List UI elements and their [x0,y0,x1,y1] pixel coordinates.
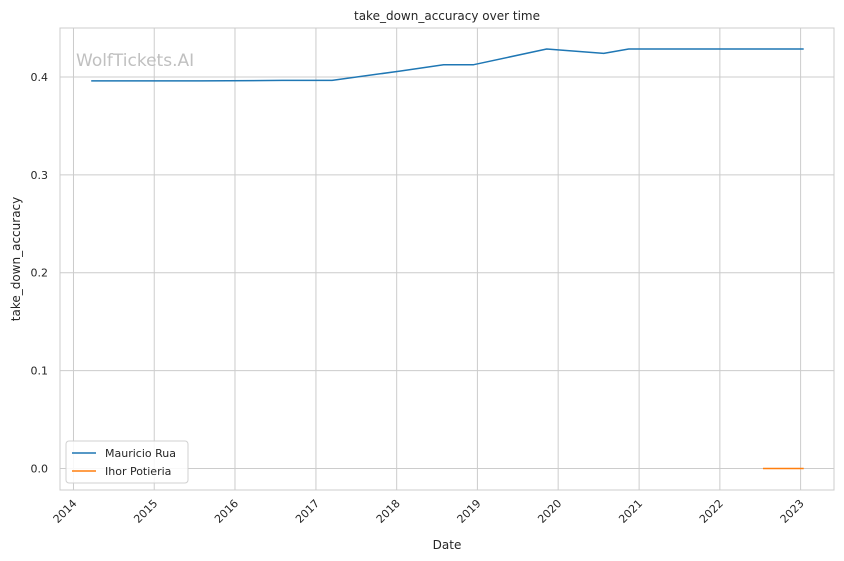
plot-area [59,27,835,491]
x-tick-label: 2015 [131,497,160,526]
x-tick-label: 2019 [455,497,484,526]
x-tick-label: 2023 [778,497,807,526]
legend-label-mauricio-rua: Mauricio Rua [105,447,176,460]
legend-box [65,440,189,484]
legend-label-ihor-potieria: Ihor Potieria [105,465,171,478]
x-tick-label: 2018 [374,497,403,526]
chart-title: take_down_accuracy over time [354,9,540,23]
y-tick-label: 0.0 [31,462,49,475]
y-tick-label: 0.3 [31,169,49,182]
gridlines [60,28,834,490]
x-tick-label: 2022 [697,497,726,526]
x-axis-label: Date [433,538,462,552]
series-line-mauricio-rua [91,48,804,82]
x-tick-label: 2021 [616,497,645,526]
y-tick-label: 0.1 [31,365,49,378]
x-tick-label: 2016 [212,497,241,526]
x-tick-labels: 2014 2015 2016 2017 2018 2019 2020 2021 2022 2023 [51,497,807,526]
y-tick-label: 0.4 [31,71,49,84]
x-tick-label: 2020 [535,497,564,526]
y-axis-label: take_down_accuracy [9,197,23,321]
watermark: WolfTickets.AI [76,51,194,71]
y-tick-label: 0.2 [31,267,49,280]
y-tick-labels: 0.0 0.1 0.2 0.3 0.4 [31,71,49,476]
x-tick-label: 2014 [51,497,80,526]
legend: Mauricio Rua Ihor Potieria [65,440,189,484]
series-lines [91,48,804,470]
x-tick-label: 2017 [293,497,322,526]
